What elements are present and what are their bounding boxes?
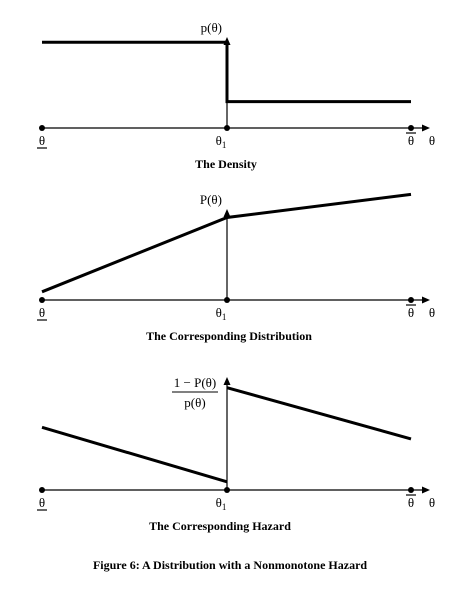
svg-text:θ: θ [39, 495, 45, 510]
hazard-panel: 1 − P(θ) p(θ) θ θ1 θ θ The Corresponding… [37, 375, 435, 533]
hazard-dot-lower [39, 487, 45, 493]
hazard-tick-lower: θ [37, 495, 47, 511]
distribution-dot-mid [224, 297, 230, 303]
svg-text:θ: θ [39, 305, 45, 320]
hazard-axis-symbol: θ [429, 495, 435, 510]
distribution-tick-mid: θ1 [216, 305, 227, 322]
distribution-panel: P(θ) θ θ1 θ θ The Corresponding Distribu… [37, 192, 435, 343]
svg-text:θ: θ [408, 305, 414, 320]
svg-text:θ: θ [408, 133, 414, 148]
svg-text:θ: θ [408, 495, 414, 510]
svg-text:θ1: θ1 [216, 133, 227, 150]
density-x-axis-arrow [422, 124, 430, 132]
hazard-y-axis-arrow [223, 377, 231, 385]
distribution-tick-lower: θ [37, 305, 47, 321]
density-tick-mid: θ1 [216, 133, 227, 150]
distribution-y-axis-arrow [223, 209, 231, 217]
density-dot-mid [224, 125, 230, 131]
distribution-title: The Corresponding Distribution [146, 329, 312, 343]
density-tick-upper: θ [406, 132, 416, 148]
distribution-dot-upper [408, 297, 414, 303]
density-title: The Density [195, 157, 257, 171]
hazard-x-axis-arrow [422, 486, 430, 494]
hazard-dot-mid [224, 487, 230, 493]
hazard-curve-right [226, 386, 412, 441]
density-curve [42, 40, 411, 104]
svg-text:θ: θ [39, 133, 45, 148]
distribution-dot-lower [39, 297, 45, 303]
svg-text:θ1: θ1 [216, 305, 227, 322]
hazard-tick-upper: θ [406, 494, 416, 510]
density-dot-upper [408, 125, 414, 131]
hazard-curve-left [41, 425, 228, 484]
hazard-title: The Corresponding Hazard [149, 519, 291, 533]
hazard-dot-upper [408, 487, 414, 493]
distribution-curve [41, 192, 412, 294]
hazard-tick-mid: θ1 [216, 495, 227, 512]
density-panel: p(θ) θ θ1 θ θ The Density [37, 20, 435, 171]
density-axis-symbol: θ [429, 133, 435, 148]
density-y-label: p(θ) [201, 20, 222, 35]
hazard-y-label-numerator: 1 − P(θ) [174, 375, 216, 390]
svg-text:θ1: θ1 [216, 495, 227, 512]
hazard-y-label: 1 − P(θ) p(θ) [172, 375, 218, 410]
distribution-axis-symbol: θ [429, 305, 435, 320]
density-tick-lower: θ [37, 133, 47, 149]
distribution-tick-upper: θ [406, 304, 416, 320]
density-dot-lower [39, 125, 45, 131]
hazard-y-label-denominator: p(θ) [184, 395, 205, 410]
figure-caption: Figure 6: A Distribution with a Nonmonot… [93, 558, 367, 572]
distribution-x-axis-arrow [422, 296, 430, 304]
distribution-y-label: P(θ) [200, 192, 222, 207]
